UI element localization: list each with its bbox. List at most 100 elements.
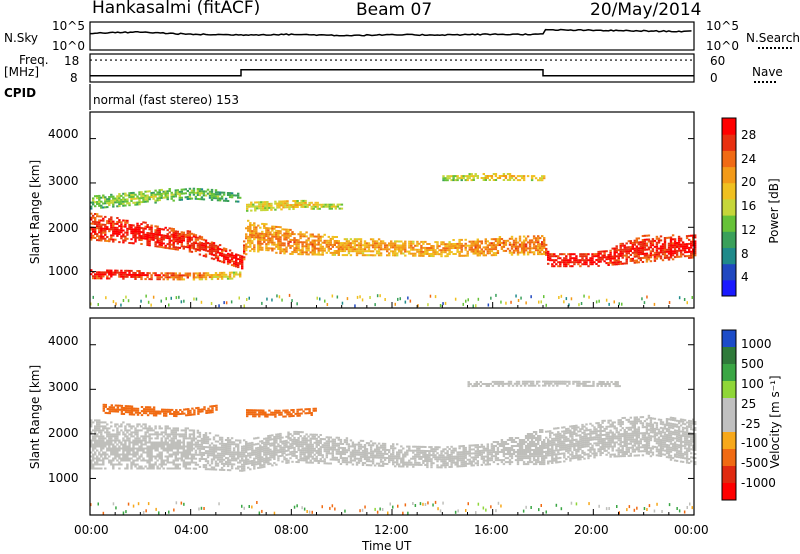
heatmap-cell-band4 [140,201,143,204]
heatmap-cell-band1 [136,274,139,276]
heatmap-speckle [475,304,477,308]
heatmap-cell-band4 [164,190,167,193]
heatmap-cell-band0 [381,248,385,251]
heatmap-cell-band3 [496,177,500,179]
heatmap-speckle [434,295,437,299]
heatmap-cell-band0 [293,442,296,445]
heatmap-cell-band0 [158,445,161,448]
heatmap-cell-band0 [122,457,125,460]
heatmap-cell-band3 [516,179,520,182]
heatmap-cell-band0 [140,459,143,462]
heatmap-cell-band0 [462,457,465,460]
heatmap-cell-band0 [102,425,105,428]
heatmap-cell-band4 [120,202,123,205]
heatmap-cell-band0 [220,260,224,263]
heatmap-cell-band2 [248,203,251,206]
heatmap-cell-band0 [679,239,683,242]
heatmap-cell-band0 [383,444,387,447]
heatmap-cell-band0 [349,248,353,251]
heatmap-cell-band0 [585,255,588,258]
heatmap-cell-band0 [357,445,361,448]
heatmap-cell-band0 [114,238,117,241]
heatmap-cell-band0 [255,226,258,229]
heatmap-cell-band0 [615,261,618,264]
heatmap-cell-band0 [126,453,129,456]
heatmap-cell-band0 [259,448,262,451]
heatmap-cell-band1 [198,274,202,277]
heatmap-cell-band0 [577,259,580,262]
heatmap-cell-band0 [359,443,363,446]
heatmap-cell-band0 [160,463,163,466]
heatmap-cell-band0 [226,469,230,472]
heatmap-cell-band1 [196,276,200,279]
heatmap-cell-band0 [357,441,361,444]
heatmap-cell-band0 [357,461,361,464]
heatmap-cell-band3 [444,177,447,180]
heatmap-cell-band0 [663,253,667,255]
heatmap-cell-band0 [442,251,445,254]
heatmap-cell-band0 [253,451,256,454]
heatmap-cell-band0 [615,249,618,252]
heatmap-cell-band0 [232,441,236,444]
heatmap-cell-band0 [124,237,127,240]
heatmap-cell-band0 [142,449,145,452]
heatmap-cell-band0 [669,250,673,253]
heatmap-cell-band0 [257,456,260,459]
heatmap-cell-band0 [301,457,304,460]
heatmap-cell-band0 [220,454,224,457]
heatmap-cell-band0 [307,451,310,454]
heatmap-cell-band0 [253,234,256,237]
heatmap-cell-band0 [581,263,584,266]
heatmap-cell-band4 [160,194,163,197]
velocity-panel [90,380,697,515]
heatmap-cell-band0 [118,219,121,222]
heatmap-cell-band0 [243,445,246,448]
heatmap-cell-band0 [269,462,272,465]
heatmap-cell-band0 [214,252,218,255]
heatmap-cell-band0 [679,251,683,254]
heatmap-cell-band4 [134,193,137,196]
heatmap-cell-band0 [100,237,103,240]
heatmap-cell-band0 [108,435,111,438]
heatmap-cell-band0 [402,461,405,464]
heatmap-cell-band0 [504,241,508,244]
heatmap-cell-band0 [681,243,685,246]
heatmap-cell-band0 [534,247,538,250]
heatmap-cell-band0 [104,231,107,234]
heatmap-speckle [341,301,344,305]
heatmap-cell-band2 [274,202,277,205]
heatmap-cell-band0 [297,243,300,246]
heatmap-cell-band4 [190,191,194,194]
heatmap-cell-band0 [96,443,99,446]
heatmap-cell-band0 [210,243,214,246]
heatmap-cell-band0 [94,433,97,436]
heatmap-cell-band4 [98,202,101,205]
heatmap-cell-band0 [373,254,377,257]
heatmap-cell-band0 [617,263,620,266]
heatmap-cell-band1 [172,278,175,281]
heatmap-cell-band0 [108,461,111,464]
heatmap-cell-band0 [150,455,153,458]
heatmap-cell-band0 [506,239,510,242]
heatmap-cell-band0 [496,250,500,252]
heatmap-cell-band0 [692,242,695,245]
heatmap-cell-band2 [310,201,313,204]
heatmap-cell-band2 [260,203,263,206]
heatmap-cell-band0 [160,234,163,237]
heatmap-cell-band0 [299,431,302,434]
heatmap-cell-band0 [267,439,270,442]
heatmap-speckle [115,302,117,306]
heatmap-cell-band0 [160,455,163,458]
heatmap-cell-band0 [492,248,496,251]
heatmap-cell-band4 [114,201,117,204]
nsky-tick-top: 10^5 [52,19,85,33]
heatmap-cell-band0 [90,443,93,446]
heatmap-cell-band0 [681,247,685,250]
heatmap-cell-band0 [373,248,377,251]
heatmap-cell-band0 [126,237,129,240]
heatmap-cell-band0 [303,441,306,444]
heatmap-cell-band0 [392,445,395,448]
heatmap-cell-band0 [400,451,403,454]
heatmap-cell-band0 [255,461,258,464]
heatmap-cell-band0 [178,433,182,436]
